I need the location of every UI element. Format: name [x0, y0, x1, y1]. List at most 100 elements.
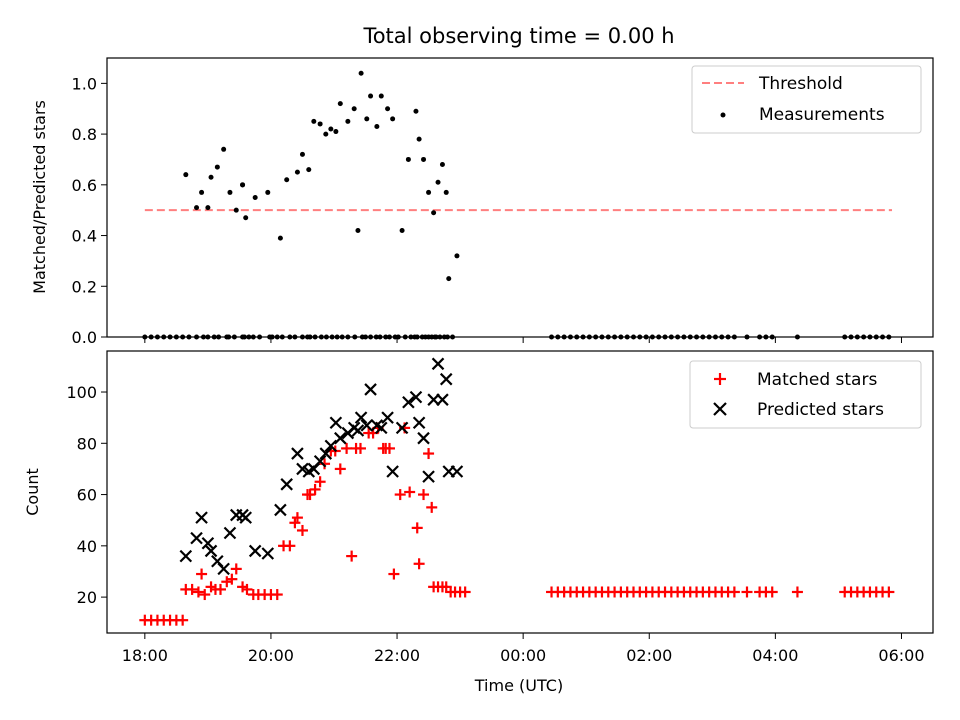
matched-star-point	[230, 563, 242, 575]
legend-matched-swatch	[714, 373, 726, 385]
measurement-point	[180, 334, 186, 340]
measurement-point	[231, 334, 237, 340]
measurement-point	[706, 334, 712, 340]
measurement-point	[574, 334, 580, 340]
measurement-point	[605, 334, 611, 340]
measurement-point	[867, 334, 873, 340]
matched-star-point	[241, 583, 253, 595]
top-plot-marks	[142, 70, 893, 340]
matched-star-point	[226, 573, 238, 585]
predicted-star-point	[409, 390, 423, 404]
measurement-point	[618, 334, 624, 340]
predicted-star-point	[395, 421, 409, 435]
x-tick-label: 02:00	[626, 646, 672, 665]
bottom-y-tick-label: 20	[77, 588, 97, 607]
bottom-legend-box	[689, 360, 922, 429]
top-panel: Total observing time = 0.00 h Matched/Pr…	[30, 24, 934, 347]
matched-star-point	[394, 489, 406, 501]
predicted-star-point	[354, 411, 368, 424]
predicted-star-point	[179, 549, 193, 563]
x-tick-label: 00:00	[500, 646, 546, 665]
matched-star-point	[314, 476, 326, 488]
matched-star-point	[411, 522, 423, 534]
measurement-point	[637, 334, 643, 340]
measurement-point	[186, 334, 192, 340]
measurement-point	[763, 334, 769, 340]
matched-star-point	[459, 586, 471, 598]
measurement-point	[374, 123, 380, 129]
matched-star-point	[309, 483, 321, 495]
top-legend-box	[691, 65, 922, 134]
predicted-star-point	[204, 544, 218, 558]
measurement-point	[886, 334, 892, 340]
top-y-tick-label: 0.8	[72, 125, 97, 144]
measurement-point	[345, 118, 351, 124]
measurement-point	[630, 334, 636, 340]
predicted-star-point	[436, 393, 449, 406]
measurement-point	[399, 227, 405, 233]
measurement-point	[227, 189, 233, 195]
x-tick-label: 06:00	[878, 646, 924, 665]
matched-star-point	[341, 442, 353, 454]
measurement-point	[287, 334, 293, 340]
measurement-point	[199, 189, 205, 195]
matched-star-point	[388, 568, 400, 580]
measurement-point	[668, 334, 674, 340]
predicted-star-point	[223, 526, 237, 540]
x-tick-label: 04:00	[752, 646, 798, 665]
measurement-point	[299, 151, 305, 157]
matched-star-point	[728, 586, 740, 598]
legend-matched-label: Matched stars	[757, 370, 877, 390]
matched-star-point	[284, 540, 296, 552]
matched-star-point	[766, 586, 778, 598]
measurement-point	[364, 116, 370, 122]
measurement-point	[211, 334, 217, 340]
measurement-point	[208, 174, 214, 180]
measurement-point	[205, 205, 211, 211]
measurement-point	[250, 334, 256, 340]
measurement-point	[561, 334, 567, 340]
measurement-point	[284, 177, 290, 183]
measurement-point	[221, 146, 227, 152]
measurement-point	[265, 189, 271, 195]
bottom-panel: Count Time (UTC) 20 40 60 80 100 18:00 20:00 2…	[23, 350, 934, 695]
measurement-point	[408, 334, 414, 340]
bottom-y-tick-label: 100	[66, 383, 97, 402]
measurement-point	[368, 93, 374, 99]
legend-threshold-label: Threshold	[758, 74, 843, 94]
measurement-point	[274, 334, 280, 340]
legend-measurements-swatch	[720, 112, 726, 118]
measurement-point	[214, 164, 220, 170]
measurement-point	[277, 235, 283, 241]
legend-predicted-label: Predicted stars	[757, 400, 884, 420]
measurement-point	[549, 334, 555, 340]
legend-predicted-swatch	[713, 402, 727, 416]
bottom-x-ticks: 18:00 20:00 22:00 00:00 02:00 04:00 06:00	[122, 633, 925, 665]
measurement-point	[675, 334, 681, 340]
predicted-star-point	[351, 424, 365, 437]
measurement-point	[656, 334, 662, 340]
matched-star-point	[791, 586, 803, 598]
measurement-point	[413, 108, 419, 114]
x-tick-label: 22:00	[374, 646, 420, 665]
measurement-point	[385, 106, 391, 112]
x-tick-label: 20:00	[248, 646, 294, 665]
bottom-legend: Matched stars Predicted stars	[689, 360, 922, 429]
measurement-point	[194, 205, 200, 211]
bottom-y-tick-label: 60	[77, 486, 97, 505]
measurement-point	[226, 334, 232, 340]
predicted-star-point	[261, 547, 275, 560]
measurement-point	[233, 207, 239, 213]
measurement-point	[873, 334, 879, 340]
top-plot-frame	[106, 57, 934, 338]
matched-star-point	[741, 586, 753, 598]
measurement-point	[694, 334, 700, 340]
measurement-point	[662, 334, 668, 340]
matched-star-point	[423, 448, 435, 460]
predicted-star-point	[217, 562, 230, 576]
predicted-star-point	[319, 447, 333, 460]
measurement-point	[431, 210, 437, 216]
measurement-point	[311, 118, 317, 124]
matched-star-point	[334, 463, 346, 475]
